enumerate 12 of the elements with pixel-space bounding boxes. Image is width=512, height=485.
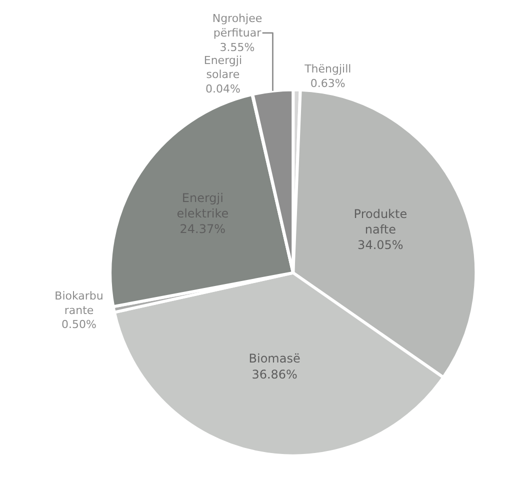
data-label: 0.04% xyxy=(205,82,240,96)
slice-label: Produkte nafte xyxy=(354,206,408,236)
data-label: 36.86% xyxy=(252,367,298,382)
slice-label: Ngrohjee përfituar xyxy=(212,12,262,40)
data-label: 3.55% xyxy=(220,40,255,54)
slice-label: Biokarbu rante xyxy=(54,290,104,317)
data-label: 0.63% xyxy=(310,76,346,90)
data-label: 34.05% xyxy=(358,238,404,252)
data-label: 0.50% xyxy=(62,318,96,332)
slice-label: Biomasë xyxy=(248,352,300,366)
slice-label: Thëngjill xyxy=(304,62,352,76)
slice-label: Energji solare xyxy=(204,54,242,82)
